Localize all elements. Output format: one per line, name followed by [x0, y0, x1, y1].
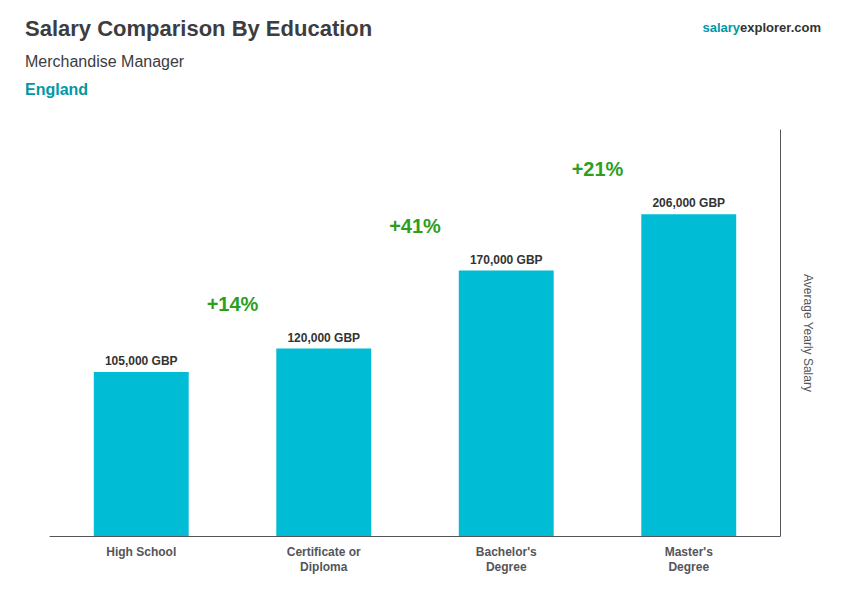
svg-text:105,000 GBP: 105,000 GBP [105, 354, 178, 368]
svg-text:salary: salary [702, 20, 740, 35]
svg-text:Certificate or: Certificate or [287, 545, 361, 559]
svg-text:Merchandise Manager: Merchandise Manager [25, 53, 185, 70]
svg-text:High School: High School [106, 545, 176, 559]
svg-text:Degree: Degree [668, 560, 709, 574]
svg-text:170,000 GBP: 170,000 GBP [470, 253, 543, 267]
svg-text:+41%: +41% [389, 215, 441, 237]
svg-text:Diploma: Diploma [300, 560, 348, 574]
svg-text:England: England [25, 81, 88, 98]
svg-text:206,000 GBP: 206,000 GBP [652, 196, 725, 210]
svg-text:explorer.com: explorer.com [740, 20, 821, 35]
svg-text:120,000 GBP: 120,000 GBP [287, 331, 360, 345]
svg-text:+21%: +21% [572, 158, 624, 180]
svg-text:Degree: Degree [486, 560, 527, 574]
svg-text:Bachelor's: Bachelor's [476, 545, 537, 559]
svg-text:Average Yearly Salary: Average Yearly Salary [801, 274, 815, 392]
svg-text:Master's: Master's [665, 545, 714, 559]
svg-text:+14%: +14% [207, 293, 259, 315]
svg-text:Salary Comparison By Education: Salary Comparison By Education [25, 16, 372, 41]
